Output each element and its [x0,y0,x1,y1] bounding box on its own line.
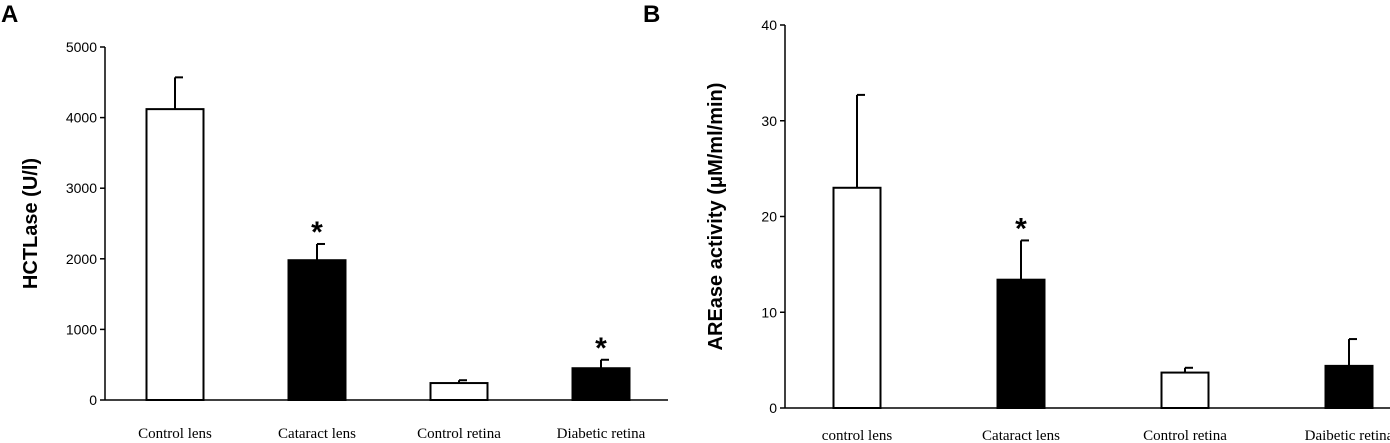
y-tick-label: 10 [761,304,777,320]
panel-a-chart: 0 1000 2000 3000 4000 5000 HCTLase (U/l) Contro… [20,39,668,442]
bar [145,108,205,402]
bar [832,186,882,409]
category-label: control lens [822,428,893,443]
category-label: Diabetic retina [557,426,646,442]
bar [1324,364,1374,409]
y-tick-label: 20 [761,209,777,225]
panel-b-chart: 0 10 20 30 40 AREase activity (μM/ml/min) cont… [705,17,1390,443]
bar [571,367,631,402]
y-tick-label: 1000 [66,321,97,337]
category-label: Daibetic retina [1305,428,1390,443]
y-tick-label: 2000 [66,251,97,267]
y-tick-label: 0 [89,392,97,408]
category-label: Cataract lens [982,428,1060,443]
y-tick-label: 5000 [66,39,97,55]
bar [996,278,1046,409]
category-label: Cataract lens [278,426,356,442]
category-label: Control lens [138,426,212,442]
y-tick-label: 4000 [66,110,97,126]
panel-a-letter: A [1,1,18,28]
significance-marker: * [595,332,607,365]
y-tick-label: 0 [769,400,777,416]
y-tick-label: 30 [761,113,777,129]
y-tick-label: 40 [761,17,777,33]
bar [429,382,489,401]
category-label: Control retina [1143,428,1227,443]
panel-b-letter: B [643,1,660,28]
panel-b-y-axis-title: AREase activity (μM/ml/min) [705,83,727,351]
bar [1160,371,1210,410]
significance-marker: * [311,216,323,249]
y-tick-label: 3000 [66,180,97,196]
bar [287,259,347,401]
category-label: Control retina [417,426,501,442]
significance-marker: * [1015,212,1027,245]
panel-a-y-axis-title: HCTLase (U/l) [20,158,42,289]
